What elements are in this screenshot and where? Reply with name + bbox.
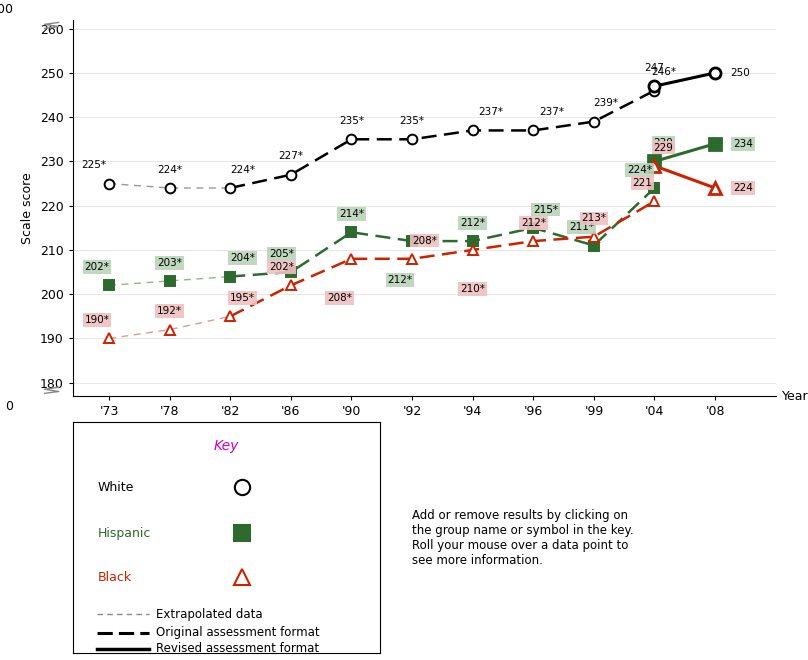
- Text: 247: 247: [645, 63, 664, 73]
- Text: 190*: 190*: [85, 315, 109, 325]
- Text: 208*: 208*: [412, 236, 436, 246]
- Text: Year: Year: [782, 389, 808, 403]
- Text: 212*: 212*: [521, 218, 545, 228]
- Text: 224: 224: [734, 183, 753, 193]
- Text: 235*: 235*: [400, 116, 424, 126]
- Text: 237*: 237*: [539, 107, 564, 117]
- Text: 213*: 213*: [582, 213, 606, 223]
- Text: 234: 234: [734, 139, 753, 148]
- Text: 229: 229: [654, 143, 674, 152]
- Text: 210*: 210*: [461, 284, 485, 294]
- Text: 215*: 215*: [533, 205, 558, 214]
- Text: 202*: 202*: [269, 262, 294, 272]
- Text: 224*: 224*: [627, 165, 652, 175]
- Text: 230: 230: [654, 138, 673, 148]
- Text: Extrapolated data: Extrapolated data: [156, 608, 263, 620]
- Text: White: White: [97, 480, 133, 494]
- Text: 221: 221: [633, 178, 652, 188]
- Text: Key: Key: [213, 438, 239, 453]
- Text: 212*: 212*: [461, 218, 485, 228]
- Text: 250: 250: [730, 68, 750, 78]
- Text: 212*: 212*: [388, 275, 412, 285]
- Text: Black: Black: [97, 571, 132, 583]
- Text: 239*: 239*: [594, 98, 618, 108]
- Text: 214*: 214*: [339, 209, 364, 219]
- Text: 500: 500: [0, 3, 13, 16]
- Text: Hispanic: Hispanic: [97, 527, 150, 540]
- Text: 204*: 204*: [230, 253, 255, 263]
- Text: 202*: 202*: [85, 262, 109, 272]
- Text: 192*: 192*: [158, 306, 182, 316]
- Text: Add or remove results by clicking on
the group name or symbol in the key.
Roll y: Add or remove results by clicking on the…: [412, 509, 633, 567]
- Text: 224*: 224*: [158, 165, 182, 175]
- Text: 235*: 235*: [339, 116, 364, 126]
- Text: 227*: 227*: [279, 151, 303, 162]
- Text: 225*: 225*: [82, 160, 107, 170]
- Text: 203*: 203*: [158, 257, 182, 268]
- Text: 224*: 224*: [230, 165, 255, 175]
- Text: 205*: 205*: [269, 249, 294, 259]
- Text: Revised assessment format: Revised assessment format: [156, 642, 318, 655]
- Text: 208*: 208*: [327, 293, 351, 303]
- Text: Original assessment format: Original assessment format: [156, 626, 319, 639]
- Text: 237*: 237*: [478, 107, 503, 117]
- Y-axis label: Scale score: Scale score: [21, 172, 34, 244]
- Text: 0: 0: [5, 400, 13, 412]
- Text: 246*: 246*: [651, 67, 676, 77]
- Text: 195*: 195*: [230, 293, 255, 303]
- Text: 211*: 211*: [570, 222, 594, 232]
